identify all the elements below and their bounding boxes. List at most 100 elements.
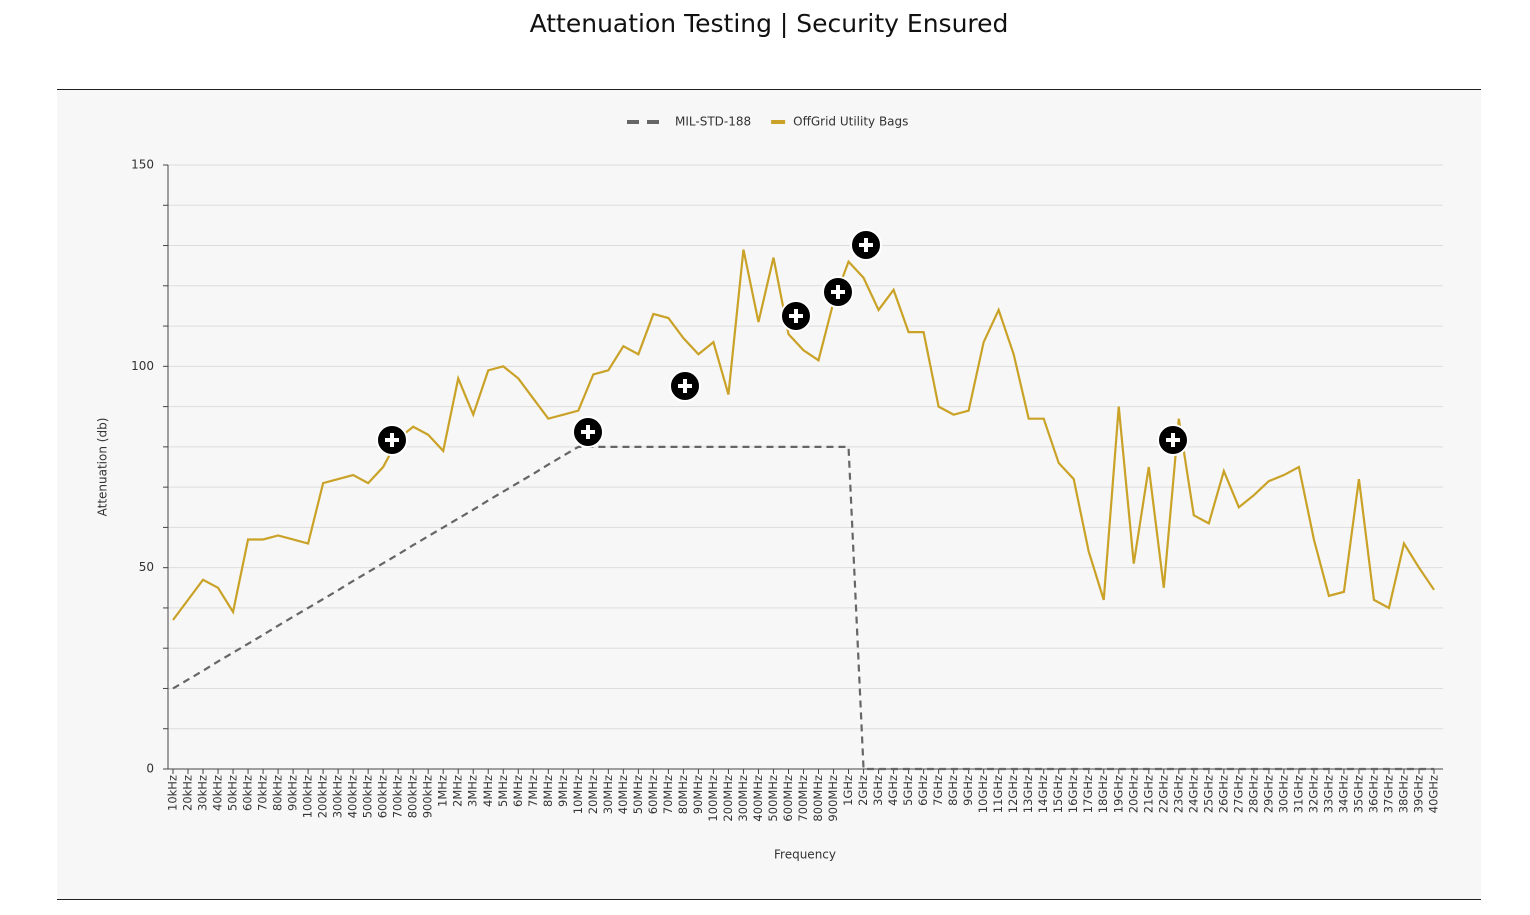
x-tick-label: 37GHz	[1381, 775, 1395, 813]
x-tick-label: 100kHz	[301, 775, 315, 818]
x-tick-label: 300MHz	[736, 775, 750, 822]
x-tick-label: 500MHz	[766, 775, 780, 822]
x-tick-label: 36GHz	[1366, 775, 1380, 813]
x-tick-label: 25GHz	[1201, 775, 1215, 813]
x-tick-label: 300kHz	[331, 775, 345, 818]
x-tick-label: 34GHz	[1336, 775, 1350, 813]
x-tick-label: 4MHz	[481, 775, 495, 807]
x-tick-label: 900kHz	[421, 775, 435, 818]
x-tick-label: 50MHz	[631, 775, 645, 814]
hotspot[interactable]	[376, 424, 408, 456]
x-tick-label: 6GHz	[916, 775, 930, 806]
series-line	[172, 445, 1434, 771]
x-tick-label: 16GHz	[1066, 775, 1080, 813]
x-tick-label: 20GHz	[1126, 775, 1140, 813]
x-tick-label: 400MHz	[751, 775, 765, 822]
x-tick-label: 90kHz	[286, 775, 300, 811]
x-tick-label: 100MHz	[706, 775, 720, 822]
x-tick-label: 23GHz	[1171, 775, 1185, 813]
hotspot[interactable]	[850, 229, 882, 261]
x-tick-label: 35GHz	[1351, 775, 1365, 813]
x-tick-label: 900MHz	[826, 775, 840, 822]
x-tick-label: 70MHz	[661, 775, 675, 814]
x-tick-label: 800MHz	[811, 775, 825, 822]
page-title: Attenuation Testing | Security Ensured	[530, 9, 1009, 38]
y-tick-label: 0	[146, 762, 154, 776]
y-tick-label: 100	[131, 359, 154, 373]
x-tick-label: 33GHz	[1321, 775, 1335, 813]
x-tick-label: 10kHz	[166, 775, 180, 811]
x-tick-label: 400kHz	[346, 775, 360, 818]
legend: MIL-STD-188 OffGrid Utility Bags	[627, 115, 908, 129]
x-tick-label: 9MHz	[556, 775, 570, 807]
x-tick-label: 200MHz	[721, 775, 735, 822]
legend-label: MIL-STD-188	[675, 115, 751, 129]
x-tick-label: 7GHz	[931, 775, 945, 806]
x-tick-label: 10MHz	[571, 775, 585, 814]
x-tick-label: 7MHz	[526, 775, 540, 807]
x-tick-label: 50kHz	[226, 775, 240, 811]
x-tick-label: 40MHz	[616, 775, 630, 814]
x-tick-label: 15GHz	[1051, 775, 1065, 813]
x-tick-label: 800kHz	[406, 775, 420, 818]
x-tick-label: 60kHz	[241, 775, 255, 811]
x-tick-label: 12GHz	[1006, 775, 1020, 813]
x-tick-label: 2GHz	[856, 775, 870, 806]
x-tick-label: 13GHz	[1021, 775, 1035, 813]
x-tick-label: 18GHz	[1096, 775, 1110, 813]
x-tick-label: 20MHz	[586, 775, 600, 814]
x-tick-label: 20kHz	[181, 775, 195, 811]
hotspot[interactable]	[572, 416, 604, 448]
x-tick-label: 5MHz	[496, 775, 510, 807]
x-tick-label: 30MHz	[601, 775, 615, 814]
x-tick-label: 700kHz	[391, 775, 405, 818]
x-tick-label: 500kHz	[361, 775, 375, 818]
x-tick-label: 60MHz	[646, 775, 660, 814]
x-tick-label: 30GHz	[1276, 775, 1290, 813]
x-tick-label: 6MHz	[511, 775, 525, 807]
series-line	[172, 249, 1435, 621]
x-tick-label: 3GHz	[871, 775, 885, 806]
legend-label: OffGrid Utility Bags	[793, 115, 908, 129]
hotspot[interactable]	[822, 276, 854, 308]
x-tick-label: 32GHz	[1306, 775, 1320, 813]
x-tick-label: 22GHz	[1156, 775, 1170, 813]
x-tick-label: 38GHz	[1396, 775, 1410, 813]
x-tick-label: 200kHz	[316, 775, 330, 818]
x-tick-label: 29GHz	[1261, 775, 1275, 813]
y-tick-label: 50	[139, 560, 154, 574]
hotspot[interactable]	[669, 370, 701, 402]
x-tick-label: 3MHz	[466, 775, 480, 807]
x-tick-label: 39GHz	[1411, 775, 1425, 813]
x-tick-label: 90MHz	[691, 775, 705, 814]
x-tick-label: 70kHz	[256, 775, 270, 811]
x-tick-label: 14GHz	[1036, 775, 1050, 813]
x-tick-label: 40kHz	[211, 775, 225, 811]
x-tick-label: 600MHz	[781, 775, 795, 822]
hotspots	[376, 229, 1189, 456]
x-tick-label: 80MHz	[676, 775, 690, 814]
hotspot[interactable]	[780, 300, 812, 332]
x-tick-label: 700MHz	[796, 775, 810, 822]
x-tick-label: 40GHz	[1427, 775, 1441, 813]
x-tick-label: 80kHz	[271, 775, 285, 811]
x-axis-label: Frequency	[774, 848, 836, 862]
x-tick-label: 2MHz	[451, 775, 465, 807]
x-tick-label: 9GHz	[961, 775, 975, 806]
x-tick-label: 600kHz	[376, 775, 390, 818]
y-axis-label: Attenuation (db)	[96, 418, 110, 517]
x-tick-label: 19GHz	[1111, 775, 1125, 813]
x-tick-label: 28GHz	[1246, 775, 1260, 813]
x-tick-label: 10GHz	[976, 775, 990, 813]
x-tick-label: 1GHz	[841, 775, 855, 806]
x-tick-label: 30kHz	[196, 775, 210, 811]
x-tick-label: 5GHz	[901, 775, 915, 806]
x-tick-label: 8GHz	[946, 775, 960, 806]
x-tick-label: 8MHz	[541, 775, 555, 807]
chart-card	[57, 89, 1481, 900]
x-tick-label: 27GHz	[1231, 775, 1245, 813]
hotspot[interactable]	[1157, 424, 1189, 456]
